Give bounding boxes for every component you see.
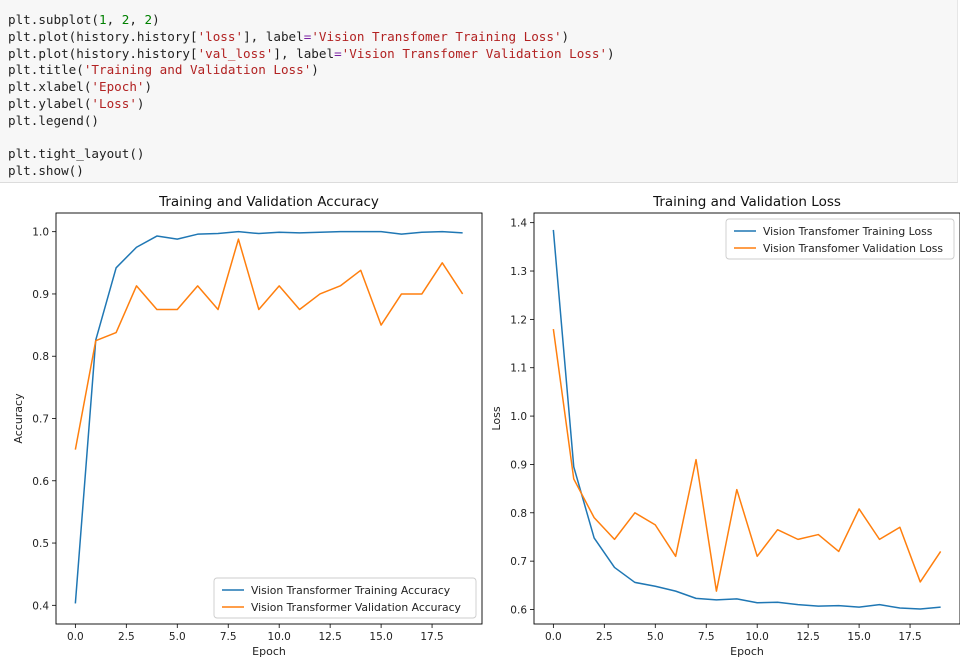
y-tick-label: 0.9 (32, 289, 49, 301)
code-line: plt.tight_layout() (8, 146, 957, 163)
code-token: 'Training and Validation Loss' (83, 62, 312, 78)
legend-label-1: Vision Transfomer Training Loss (763, 225, 933, 238)
x-tick-label: 12.5 (796, 631, 819, 643)
code-token: 2 (144, 12, 153, 27)
y-tick-label: 1.1 (510, 363, 527, 375)
code-token: plt.plot(history.history[ (8, 45, 198, 61)
y-tick-label: 1.0 (32, 227, 49, 239)
y-tick-label: 0.9 (510, 459, 527, 471)
code-token: , (106, 12, 122, 27)
series-line-2 (74, 238, 464, 450)
code-token: 'Loss' (91, 95, 137, 111)
code-line: plt.show() (8, 163, 957, 180)
chart-title: Training and Validation Loss (652, 194, 841, 210)
code-token: 'Vision Transfomer Training Loss' (311, 28, 562, 44)
code-line: plt.xlabel('Epoch') (8, 79, 957, 96)
y-axis-label: Accuracy (12, 393, 25, 444)
x-axis-label: Epoch (730, 645, 764, 658)
y-axis-label: Loss (490, 406, 503, 430)
code-line: plt.plot(history.history['loss'], label=… (8, 29, 957, 46)
figure: Training and Validation Accuracy 0.0 2.5 5.… (12, 194, 960, 658)
code-token: ) (561, 28, 570, 44)
y-tick-label: 0.8 (510, 508, 527, 520)
series-line-1 (552, 229, 941, 610)
legend-box (725, 218, 955, 260)
chart-loss: Training and Validation Loss 0.0 2.5 5.0 7.5… (490, 194, 960, 658)
y-tick-label: 1.4 (510, 218, 527, 230)
code-line: plt.plot(history.history['val_loss'], la… (8, 46, 957, 63)
x-tick-label: 5.0 (169, 631, 186, 643)
code-line: plt.title('Training and Validation Loss'… (8, 62, 957, 79)
code-line (8, 130, 957, 147)
x-tick-label: 0.0 (545, 631, 562, 643)
code-token: ) (311, 62, 319, 78)
code-token: = (303, 28, 312, 44)
x-tick-label: 5.0 (647, 631, 664, 643)
y-tick-label: 0.4 (32, 600, 49, 612)
x-tick-label: 12.5 (318, 631, 341, 643)
code-token: 'val_loss' (197, 45, 274, 61)
series-line-2 (552, 328, 942, 592)
code-token: plt.subplot( (8, 12, 99, 27)
series-line-1 (74, 230, 463, 604)
x-tick-label: 17.5 (420, 631, 443, 643)
code-token: plt.title( (8, 62, 84, 78)
x-tick-label: 15.0 (847, 631, 870, 643)
code-token: 'loss' (197, 28, 244, 44)
code-token: 1 (99, 12, 107, 27)
x-axis-label: Epoch (252, 645, 286, 658)
y-tick-label: 0.8 (32, 351, 49, 363)
y-tick-label: 0.7 (32, 414, 49, 426)
code-line: plt.legend() (8, 113, 957, 130)
code-token: plt.plot(history.history[ (8, 28, 198, 44)
code-token: plt.ylabel( (8, 95, 92, 111)
code-token: plt.show() (8, 163, 84, 179)
y-tick-label: 1.3 (510, 266, 527, 278)
code-token: 2 (121, 12, 130, 27)
y-tick-label: 0.6 (510, 604, 527, 616)
legend-box (213, 577, 477, 619)
x-tick-label: 7.5 (698, 631, 715, 643)
code-token: plt.tight_layout() (8, 146, 145, 162)
y-tick-label: 0.7 (510, 556, 527, 568)
code-token: plt.xlabel( (8, 79, 92, 95)
x-tick-label: 17.5 (898, 631, 921, 643)
code-token: ) (144, 79, 153, 95)
code-line: plt.subplot(1, 2, 2) (8, 12, 957, 29)
x-tick-label: 7.5 (220, 631, 237, 643)
legend-label-1: Vision Transformer Training Accuracy (251, 584, 451, 597)
x-tick-label: 10.0 (267, 631, 290, 643)
code-token: ], label (273, 45, 335, 61)
code-token: ) (607, 45, 615, 61)
x-tick-label: 15.0 (369, 631, 392, 643)
code-token: , (129, 12, 145, 27)
y-tick-label: 0.5 (32, 538, 49, 550)
code-token: ) (152, 12, 160, 27)
code-token: 'Epoch' (91, 79, 145, 95)
chart-accuracy: Training and Validation Accuracy 0.0 2.5 5.… (12, 194, 483, 658)
legend: Vision Transformer Training Accuracy Visi… (213, 577, 477, 619)
code-line: plt.ylabel('Loss') (8, 96, 957, 113)
x-tick-label: 2.5 (596, 631, 613, 643)
legend-label-2: Vision Transfomer Validation Loss (763, 242, 943, 255)
x-tick-label: 0.0 (67, 631, 84, 643)
code-token: 'Vision Transfomer Validation Loss' (341, 45, 608, 61)
plot-frame (55, 212, 483, 625)
y-tick-label: 1.2 (510, 314, 527, 326)
code-token: ], label (243, 28, 304, 44)
chart-title: Training and Validation Accuracy (158, 194, 379, 210)
code-token: = (334, 45, 342, 61)
y-tick-label: 0.6 (32, 476, 49, 488)
code-cell[interactable]: plt.subplot(1, 2, 2) plt.plot(history.his… (0, 0, 958, 183)
plot-frame (533, 212, 960, 625)
x-tick-label: 10.0 (745, 631, 768, 643)
x-tick-label: 2.5 (118, 631, 135, 643)
legend: Vision Transfomer Training Loss Vision Tr… (725, 218, 955, 260)
code-token: ) (136, 95, 145, 111)
code-editor[interactable]: plt.subplot(1, 2, 2) plt.plot(history.his… (8, 12, 957, 180)
legend-label-2: Vision Transformer Validation Accuracy (251, 601, 462, 614)
y-tick-label: 1.0 (510, 411, 527, 423)
code-token: plt.legend() (8, 112, 99, 128)
